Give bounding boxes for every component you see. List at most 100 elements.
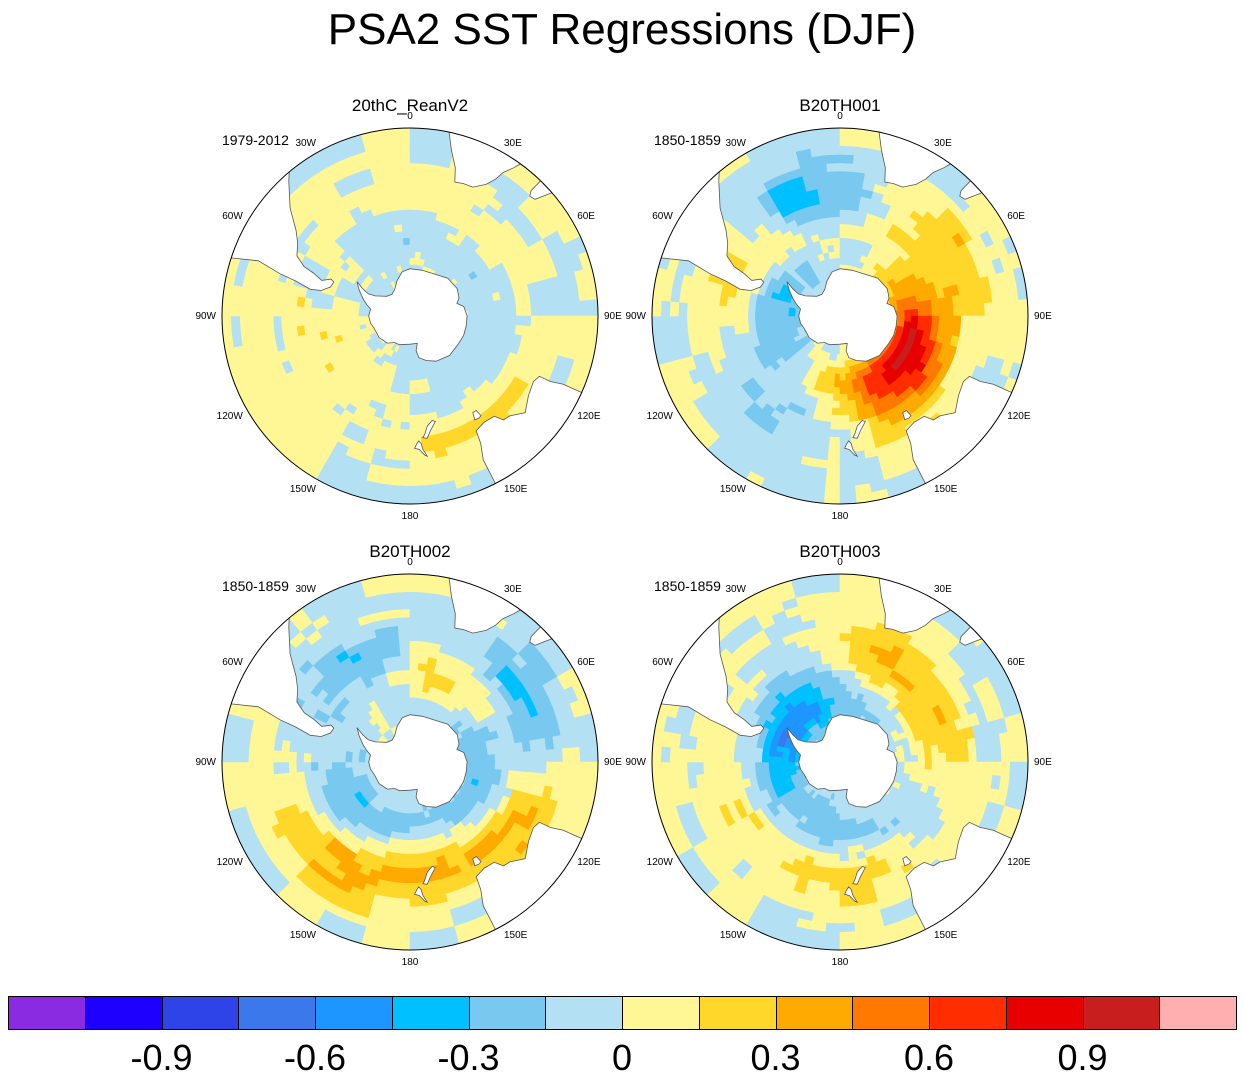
sst-cell	[414, 365, 421, 374]
sst-cell	[416, 392, 426, 401]
sst-cell	[660, 315, 672, 332]
sst-cell	[239, 315, 250, 332]
sst-cell	[828, 187, 841, 196]
sst-cell	[398, 633, 411, 642]
sst-cell	[273, 315, 283, 329]
sst-cell	[775, 310, 783, 317]
sst-cell	[678, 301, 689, 317]
sst-cell	[930, 307, 940, 317]
sst-cell	[257, 302, 267, 317]
sst-cell	[839, 251, 846, 259]
sst-cell	[409, 128, 427, 139]
sst-cell	[397, 889, 411, 899]
sst-cell	[923, 307, 932, 317]
sst-cell	[338, 315, 347, 323]
sst-cell	[508, 306, 517, 317]
sst-cell	[409, 428, 421, 438]
sst-cell	[960, 304, 969, 317]
sst-cell	[318, 761, 327, 771]
sst-cell	[487, 315, 496, 324]
sst-cell	[399, 421, 411, 430]
sst-cell	[839, 224, 849, 233]
sst-cell	[296, 751, 305, 763]
sst-cell	[394, 476, 411, 487]
sst-cell	[230, 300, 242, 317]
sst-cell	[331, 761, 340, 770]
sst-cell	[318, 753, 327, 763]
sst-cell	[409, 406, 419, 416]
sst-cell	[324, 308, 333, 317]
sst-cell	[409, 617, 423, 627]
sst-cell	[338, 309, 347, 317]
sst-cell	[832, 237, 841, 246]
sst-cell	[824, 136, 841, 148]
sst-cell	[398, 882, 411, 891]
sst-cell	[403, 379, 411, 388]
sst-cell	[902, 303, 912, 311]
sst-cell	[394, 930, 411, 942]
longitude-label: 0	[837, 111, 843, 122]
sst-cell	[839, 493, 857, 504]
sst-cell	[844, 372, 852, 381]
sst-cell	[409, 373, 416, 381]
sst-cell	[345, 320, 354, 328]
sst-cell	[409, 476, 426, 487]
sst-cell	[265, 749, 275, 763]
longitude-label: 180	[832, 511, 849, 522]
sst-cell	[824, 476, 841, 487]
sst-cell	[839, 209, 850, 218]
sst-cell	[975, 303, 985, 317]
sst-cell	[472, 303, 482, 311]
figure-title: PSA2 SST Regressions (DJF)	[327, 5, 917, 54]
sst-cell	[409, 393, 418, 402]
sst-cell	[839, 414, 850, 423]
sst-cell	[230, 315, 242, 332]
sst-cell	[409, 670, 419, 679]
sst-cell	[826, 163, 841, 173]
longitude-label: 60W	[222, 211, 243, 222]
sst-cell	[403, 244, 411, 253]
sst-cell	[414, 372, 422, 381]
sst-cell	[409, 421, 421, 430]
sst-cell	[402, 386, 411, 395]
sst-cell	[409, 187, 422, 196]
sst-cell	[400, 414, 411, 423]
coastline-shape	[472, 409, 482, 421]
sst-cell	[395, 467, 411, 478]
sst-cell	[553, 315, 563, 330]
sst-cell	[394, 582, 411, 594]
sst-cell	[952, 305, 962, 317]
sst-cell	[938, 306, 947, 317]
sst-cell	[839, 373, 846, 381]
sst-cell	[393, 128, 411, 139]
sst-cell	[310, 315, 320, 325]
sst-cell	[395, 913, 411, 924]
sst-cell	[401, 670, 411, 679]
sst-cell	[257, 761, 267, 776]
sst-cell	[311, 769, 321, 780]
sst-cell	[397, 451, 411, 461]
sst-cell	[409, 244, 417, 253]
sst-cell	[230, 761, 242, 778]
sst-cell	[409, 209, 420, 218]
sst-cell	[828, 436, 841, 445]
sst-cell	[1000, 300, 1011, 317]
sst-cell	[910, 315, 919, 324]
sst-cell	[409, 625, 423, 635]
sst-cell	[903, 315, 912, 323]
sst-cell	[578, 315, 590, 332]
sst-cell	[409, 379, 417, 388]
sst-cell	[296, 305, 305, 317]
sst-cell	[952, 315, 962, 327]
sst-cell	[239, 300, 250, 317]
longitude-label: 150W	[720, 484, 747, 495]
sst-cell	[839, 128, 857, 139]
sst-cell	[839, 353, 845, 361]
sst-cell	[652, 315, 663, 333]
sst-cell	[358, 315, 366, 321]
sst-cell	[273, 303, 283, 317]
sst-cell	[401, 662, 411, 672]
sst-cell	[829, 194, 841, 204]
sst-cell	[830, 209, 841, 218]
sst-cell	[396, 905, 411, 915]
